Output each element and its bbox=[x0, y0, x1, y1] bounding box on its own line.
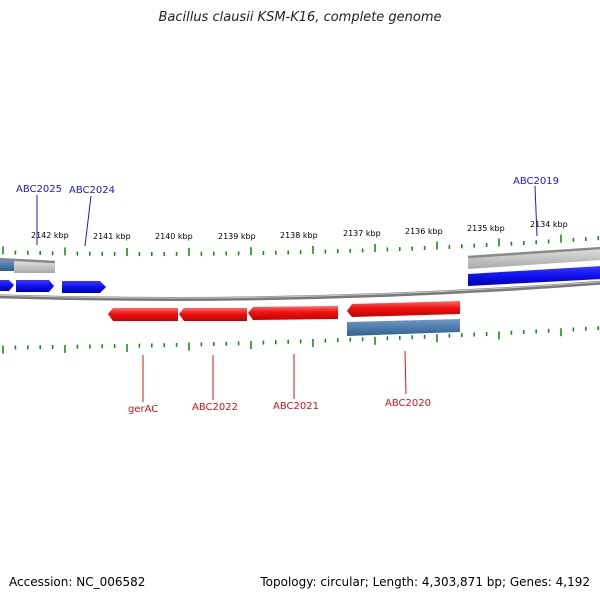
gene-arrow-forward[interactable] bbox=[0, 280, 14, 291]
label-leader bbox=[84, 195, 92, 247]
reverse-gene-arrows bbox=[108, 301, 460, 321]
gene-label[interactable]: ABC2024 bbox=[69, 185, 115, 196]
forward-gene-arrows bbox=[0, 280, 106, 293]
gene-arrow-reverse[interactable] bbox=[248, 306, 338, 320]
tick-row-bottom bbox=[2, 326, 600, 354]
gene-label[interactable]: ABC2025 bbox=[16, 184, 62, 195]
scale-label: 2141 kbp bbox=[93, 232, 131, 241]
accession-text: Accession: NC_006582 bbox=[9, 575, 146, 589]
gene-arrow-forward[interactable] bbox=[62, 281, 106, 293]
scale-labels: 2142 kbp 2141 kbp 2140 kbp 2139 kbp 2138… bbox=[31, 220, 568, 241]
gene-label[interactable]: ABC2021 bbox=[273, 401, 319, 412]
scale-label: 2138 kbp bbox=[280, 231, 318, 240]
gene-arrow-reverse[interactable] bbox=[347, 301, 460, 317]
scale-label: 2137 kbp bbox=[343, 229, 381, 238]
gene-label[interactable]: ABC2019 bbox=[513, 176, 559, 187]
label-leader bbox=[534, 185, 538, 237]
gene-arrow-reverse[interactable] bbox=[108, 308, 178, 321]
scale-label: 2136 kbp bbox=[405, 227, 443, 236]
reverse-gene-labels: gerAC ABC2022 ABC2021 ABC2020 bbox=[128, 350, 431, 415]
scale-label: 2142 kbp bbox=[31, 231, 69, 240]
operon-line-right bbox=[467, 246, 600, 259]
genome-backbone-highlight bbox=[0, 281, 600, 299]
gene-label[interactable]: gerAC bbox=[128, 404, 158, 415]
tick-row-top bbox=[2, 234, 600, 256]
operon-steel-center bbox=[347, 319, 460, 336]
operon-line-left bbox=[0, 257, 56, 264]
scale-label: 2135 kbp bbox=[467, 224, 505, 233]
topology-text: Topology: circular; Length: 4,303,871 bp… bbox=[260, 575, 590, 589]
gene-label[interactable]: ABC2020 bbox=[385, 398, 431, 409]
operon-gray-right bbox=[468, 248, 600, 269]
gene-arrow-forward[interactable] bbox=[16, 280, 54, 292]
scale-label: 2140 kbp bbox=[155, 232, 193, 241]
genome-backbone bbox=[0, 280, 600, 301]
operon-track-left bbox=[0, 257, 56, 273]
label-leader bbox=[404, 350, 407, 395]
gene-label[interactable]: ABC2022 bbox=[192, 402, 238, 413]
scale-label: 2134 kbp bbox=[530, 220, 568, 229]
operon-blue-right bbox=[468, 266, 600, 286]
genome-title: Bacillus clausii KSM-K16, complete genom… bbox=[158, 10, 442, 25]
operon-steel-left bbox=[0, 259, 14, 271]
gene-arrow-reverse[interactable] bbox=[179, 308, 247, 321]
scale-label: 2139 kbp bbox=[218, 232, 256, 241]
operon-gray-left bbox=[14, 261, 55, 273]
forward-gene-labels: ABC2025 ABC2024 ABC2019 bbox=[16, 176, 559, 247]
operon-track-right bbox=[347, 246, 600, 336]
